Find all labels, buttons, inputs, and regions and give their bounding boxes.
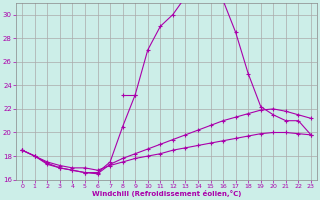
X-axis label: Windchill (Refroidissement éolien,°C): Windchill (Refroidissement éolien,°C) (92, 190, 241, 197)
